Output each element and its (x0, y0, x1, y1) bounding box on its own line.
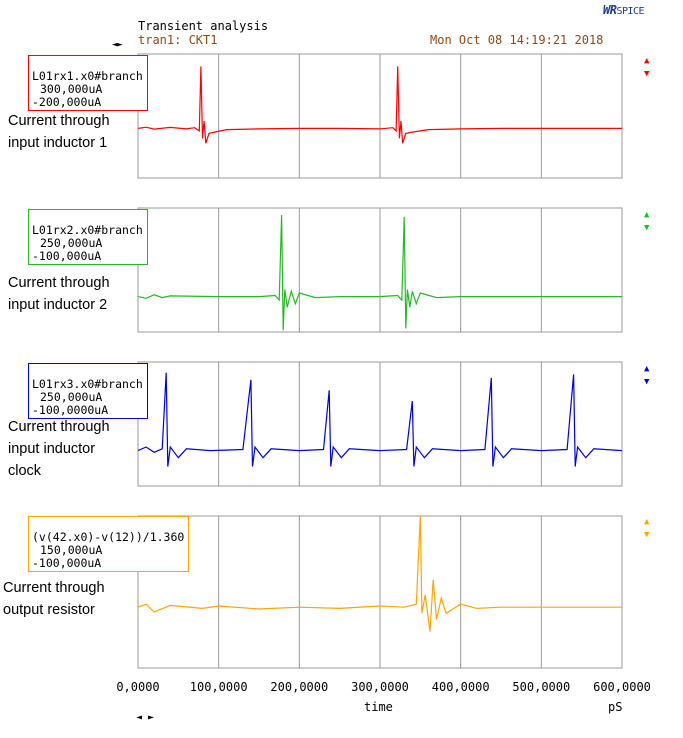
panel3-ymin: -100,0000uA (32, 403, 109, 417)
panel4-ymin: -100,000uA (32, 556, 102, 570)
analysis-datetime: Mon Oct 08 14:19:21 2018 (430, 33, 604, 47)
panel2-ymax: 250,000uA (40, 236, 103, 250)
panel4-updown-arrows[interactable]: ▲ ▼ (644, 517, 650, 540)
panel3-ymax: 250,000uA (40, 390, 103, 404)
panel4-ymax: 150,000uA (40, 543, 103, 557)
analysis-subtitle: tran1: CKT1 (138, 33, 218, 47)
panel2-trace-name: L01rx2.x0#branch (32, 223, 143, 237)
panel2-ymin: -100,000uA (32, 249, 102, 263)
panel2-legend: L01rx2.x0#branch 250,000uA -100,000uA (28, 209, 148, 265)
x-tick-label: 100,0000 (190, 680, 248, 694)
bottom-pan-arrows[interactable]: ◄ ► (136, 712, 155, 723)
annotation-inductor-1: Current through input inductor 1 (8, 113, 110, 151)
logo-sub: SPICE (616, 6, 645, 17)
x-tick-label: 300,0000 (351, 680, 409, 694)
x-tick-label: 200,0000 (270, 680, 328, 694)
x-tick-label: 600,0000 (593, 680, 651, 694)
panel2-series-line (137, 215, 622, 331)
x-tick-label: 500,0000 (512, 680, 570, 694)
annotation-output-resistor: Current through output resistor (3, 580, 105, 618)
panel1-ymax: 300,000uA (40, 82, 103, 96)
panel4-legend: (v(42.x0)-v(12))/1.360 150,000uA -100,000u… (28, 516, 190, 572)
wrspice-logo: WRSPICE (603, 3, 645, 17)
panel1-legend: L01rx1.x0#branch 300,000uA -200,000uA (28, 55, 148, 111)
panel3-series-line (137, 372, 623, 467)
panel3-updown-arrows[interactable]: ▲ ▼ (644, 364, 650, 387)
x-axis-label: time (364, 700, 393, 714)
logo-main: WR (603, 3, 617, 17)
panel2-updown-arrows[interactable]: ▲ ▼ (644, 210, 650, 233)
analysis-title: Transient analysis (138, 19, 269, 33)
panel1-trace-name: L01rx1.x0#branch (32, 69, 143, 83)
panel1-updown-arrows[interactable]: ▲ ▼ (644, 56, 650, 79)
x-tick-label: 0,0000 (116, 680, 159, 694)
panel3-legend: L01rx3.x0#branch 250,000uA -100,0000uA (28, 363, 148, 419)
panel4-trace-name: (v(42.x0)-v(12))/1.360 (32, 530, 185, 544)
panel1-ymin: -200,000uA (32, 95, 102, 109)
x-tick-label: 400,0000 (432, 680, 490, 694)
annotation-inductor-2: Current through input inductor 2 (8, 275, 110, 313)
annotation-inductor-clock: Current through input inductor clock (8, 419, 110, 479)
x-axis-unit: pS (608, 700, 623, 714)
panel4-series-line (137, 515, 622, 632)
panel3-trace-name: L01rx3.x0#branch (32, 377, 143, 391)
panel1-series-line (137, 66, 622, 144)
top-pan-arrows[interactable]: ◄► (112, 40, 123, 50)
